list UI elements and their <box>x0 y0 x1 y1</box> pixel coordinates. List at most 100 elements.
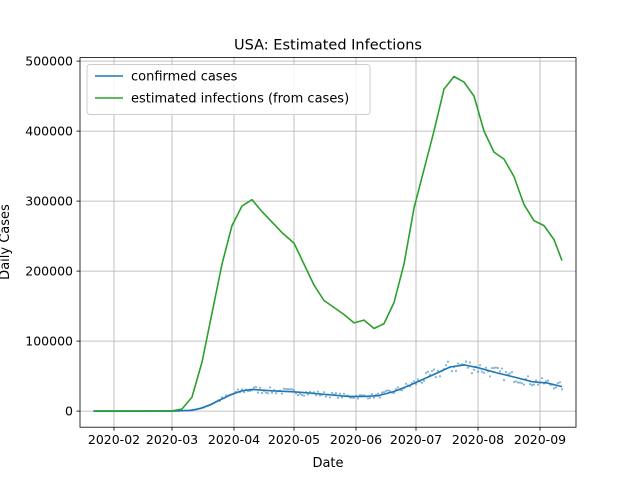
legend-label-confirmed: confirmed cases <box>131 70 238 85</box>
x-axis-label: Date <box>312 456 343 471</box>
confirmed-daily-point <box>488 375 492 378</box>
confirmed-daily-point <box>514 380 518 383</box>
confirmed-daily-point <box>478 364 482 367</box>
confirmed-daily-point <box>264 391 268 394</box>
legend-label-estimated: estimated infections (from cases) <box>131 92 349 107</box>
x-tick-label: 2020-02 <box>88 432 140 447</box>
legend-box <box>86 64 371 115</box>
confirmed-daily-point <box>284 387 288 391</box>
confirmed-daily-point <box>306 393 310 396</box>
y-tick-label: 300000 <box>25 194 73 209</box>
x-tick-label: 2020-08 <box>452 432 504 447</box>
confirmed-daily-point <box>352 396 356 399</box>
confirmed-daily-point <box>532 383 536 386</box>
confirmed-daily-point <box>342 392 346 395</box>
y-tick-label: 200000 <box>25 264 73 279</box>
confirmed-daily-point <box>454 369 458 373</box>
confirmed-daily-point <box>482 371 486 374</box>
confirmed-daily-point <box>396 386 400 389</box>
confirmed-daily-point <box>558 381 562 384</box>
confirmed-daily-point <box>290 388 294 391</box>
y-axis-ticks: 0 100000 200000 300000 400000 500000 <box>25 54 80 419</box>
confirmed-daily-point <box>330 391 334 394</box>
x-tick-label: 2020-03 <box>146 432 198 447</box>
confirmed-daily-point <box>516 381 520 384</box>
confirmed-daily-point <box>438 375 442 378</box>
confirmed-daily-point <box>252 386 256 389</box>
confirmed-daily-point <box>274 392 278 395</box>
x-tick-label: 2020-06 <box>330 432 382 447</box>
chart-title: USA: Estimated Infections <box>234 38 422 54</box>
confirmed-daily-point <box>382 391 386 394</box>
confirmed-daily-point <box>256 391 260 394</box>
confirmed-daily-point <box>416 378 420 381</box>
confirmed-daily-point <box>282 387 286 390</box>
confirmed-daily-point <box>494 366 498 369</box>
confirmed-daily-point <box>560 388 564 391</box>
confirmed-daily-point <box>450 370 454 373</box>
confirmed-daily-point <box>496 367 500 370</box>
confirmed-daily-point <box>366 397 370 400</box>
confirmed-daily-point <box>336 396 340 400</box>
confirmed-daily-point <box>392 391 396 395</box>
plot-frame <box>79 57 577 428</box>
legend: confirmed cases estimated infections (fr… <box>86 64 371 115</box>
confirmed-daily-point <box>512 380 516 384</box>
y-tick-label: 100000 <box>25 334 73 349</box>
y-tick-label: 500000 <box>25 54 73 69</box>
confirmed-daily-point <box>236 388 240 391</box>
confirmed-daily-point <box>552 387 556 390</box>
confirmed-daily-point <box>268 386 272 389</box>
confirmed-daily-point <box>370 392 374 396</box>
confirmed-daily-point <box>430 369 434 373</box>
confirmed-daily-point <box>554 386 558 389</box>
confirmed-daily-point <box>424 371 428 374</box>
confirmed-daily-point <box>464 360 468 363</box>
confirmed-daily-point <box>318 394 322 397</box>
confirmed-daily-point <box>378 396 382 399</box>
confirmed-daily-point <box>400 389 404 392</box>
confirmed-daily-point <box>412 380 416 383</box>
confirmed-daily-point <box>316 390 320 393</box>
confirmed-daily-point <box>380 391 384 394</box>
confirmed-daily-point <box>338 392 342 395</box>
confirmed-daily-point <box>502 379 506 382</box>
confirmed-daily-point <box>490 366 494 370</box>
confirmed-daily-point <box>368 396 372 400</box>
series-line-confirmed <box>94 364 563 412</box>
confirmed-daily-point <box>384 389 388 392</box>
confirmed-daily-point <box>536 383 540 386</box>
x-tick-label: 2020-05 <box>268 432 320 447</box>
confirmed-daily-point <box>242 391 246 394</box>
confirmed-daily-point <box>476 370 480 373</box>
confirmed-daily-point <box>334 392 338 395</box>
confirmed-daily-point <box>470 372 474 375</box>
confirmed-daily-point <box>498 370 502 373</box>
confirmed-daily-point <box>260 391 264 395</box>
x-axis-ticks: 2020-02 2020-03 2020-04 2020-05 2020-06 2020-… <box>88 427 566 447</box>
confirmed-daily-point <box>480 370 484 373</box>
confirmed-daily-point <box>270 391 274 394</box>
confirmed-daily-point <box>324 395 328 398</box>
confirmed-daily-point <box>446 360 450 363</box>
confirmed-daily-point <box>296 394 300 397</box>
confirmed-daily-point <box>434 376 438 379</box>
x-tick-label: 2020-04 <box>208 432 260 447</box>
confirmed-daily-point <box>456 362 460 365</box>
confirmed-daily-point <box>386 389 390 392</box>
confirmed-daily-point <box>432 368 436 371</box>
confirmed-daily-point <box>340 396 344 399</box>
confirmed-daily-point <box>356 397 360 400</box>
confirmed-daily-point <box>526 375 530 378</box>
series-layer <box>94 75 563 412</box>
confirmed-daily-point <box>520 382 524 385</box>
confirmed-daily-point <box>426 370 430 373</box>
confirmed-daily-point <box>500 367 504 370</box>
x-tick-label: 2020-09 <box>514 432 566 447</box>
confirmed-daily-point <box>302 394 306 397</box>
confirmed-daily-point <box>288 388 292 391</box>
confirmed-daily-point <box>508 372 512 375</box>
confirmed-daily-point <box>468 361 472 364</box>
confirmed-daily-point <box>466 366 470 369</box>
